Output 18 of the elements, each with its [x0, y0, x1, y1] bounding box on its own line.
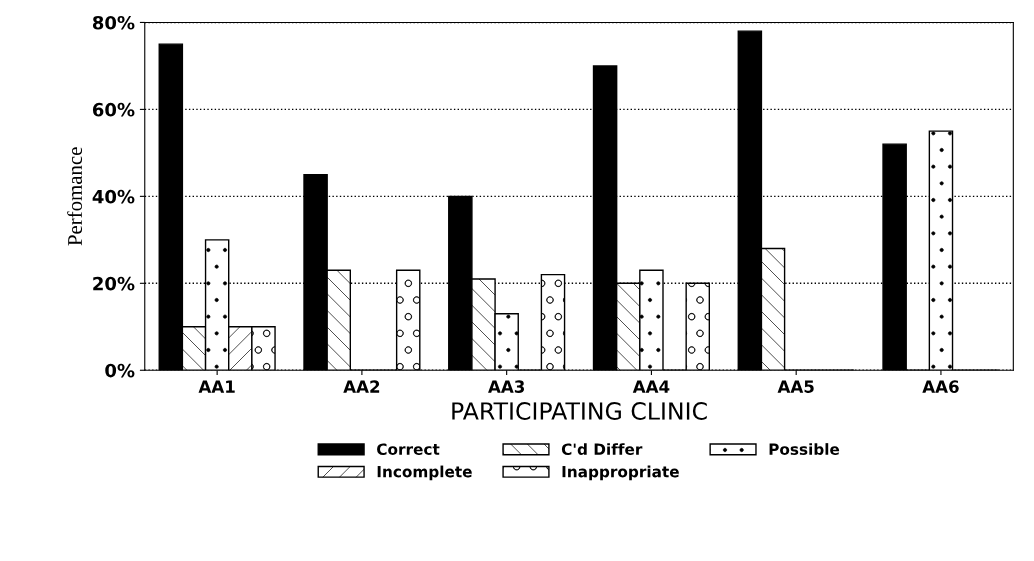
x-tick-label: AA2 [343, 380, 380, 393]
y-tick-label: 20% [93, 276, 135, 291]
y-tick-label: 80% [92, 15, 135, 30]
x-tick-label: AA3 [488, 380, 525, 393]
y-axis-title: Perfomance [67, 147, 83, 246]
legend-label: Inappropriate [562, 465, 679, 481]
y-tick-label: 0% [105, 363, 135, 378]
legend-label: Incomplete [377, 465, 472, 481]
legend-label: Correct [377, 443, 440, 455]
x-tick-label: AA1 [198, 380, 235, 393]
x-tick-label: AA5 [777, 380, 814, 393]
legend-label: Possible [769, 443, 840, 455]
y-tick-label: 40% [92, 189, 135, 204]
x-tick-label: AA4 [632, 380, 670, 393]
x-tick-label: AA6 [922, 380, 959, 393]
legend-label: C'd Differ [561, 443, 643, 455]
x-axis-title: PARTICIPATING CLINIC [452, 402, 707, 420]
y-tick-label: 60% [92, 102, 135, 117]
